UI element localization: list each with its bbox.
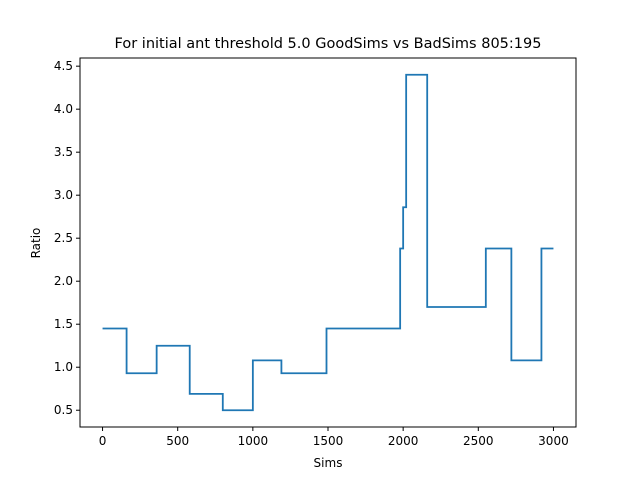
y-tick-label: 3.5 [54, 145, 73, 159]
y-tick-label: 2.5 [54, 231, 73, 245]
x-axis-ticks: 0 500 1000 1500 2000 2500 3000 [99, 427, 569, 448]
x-axis-label: Sims [314, 456, 343, 470]
y-tick-label: 4.5 [54, 59, 73, 73]
y-tick-label: 0.5 [54, 403, 73, 417]
y-axis-ticks: 0.5 1.0 1.5 2.0 2.5 3.0 3.5 4.0 4.5 [54, 59, 80, 417]
series-line [102, 73, 554, 412]
chart-title: For initial ant threshold 5.0 GoodSims v… [115, 36, 542, 52]
x-tick-label: 2000 [388, 434, 419, 448]
y-tick-label: 1.5 [54, 317, 73, 331]
y-tick-label: 4.0 [54, 102, 73, 116]
x-tick-label: 1500 [313, 434, 344, 448]
y-tick-label: 3.0 [54, 188, 73, 202]
x-tick-label: 2500 [463, 434, 494, 448]
x-tick-label: 0 [99, 434, 107, 448]
y-tick-label: 1.0 [54, 360, 73, 374]
x-tick-label: 500 [166, 434, 189, 448]
x-tick-label: 1000 [238, 434, 269, 448]
x-tick-label: 3000 [538, 434, 569, 448]
plot-area [102, 73, 554, 412]
y-tick-label: 2.0 [54, 274, 73, 288]
y-axis-label: Ratio [29, 228, 43, 259]
